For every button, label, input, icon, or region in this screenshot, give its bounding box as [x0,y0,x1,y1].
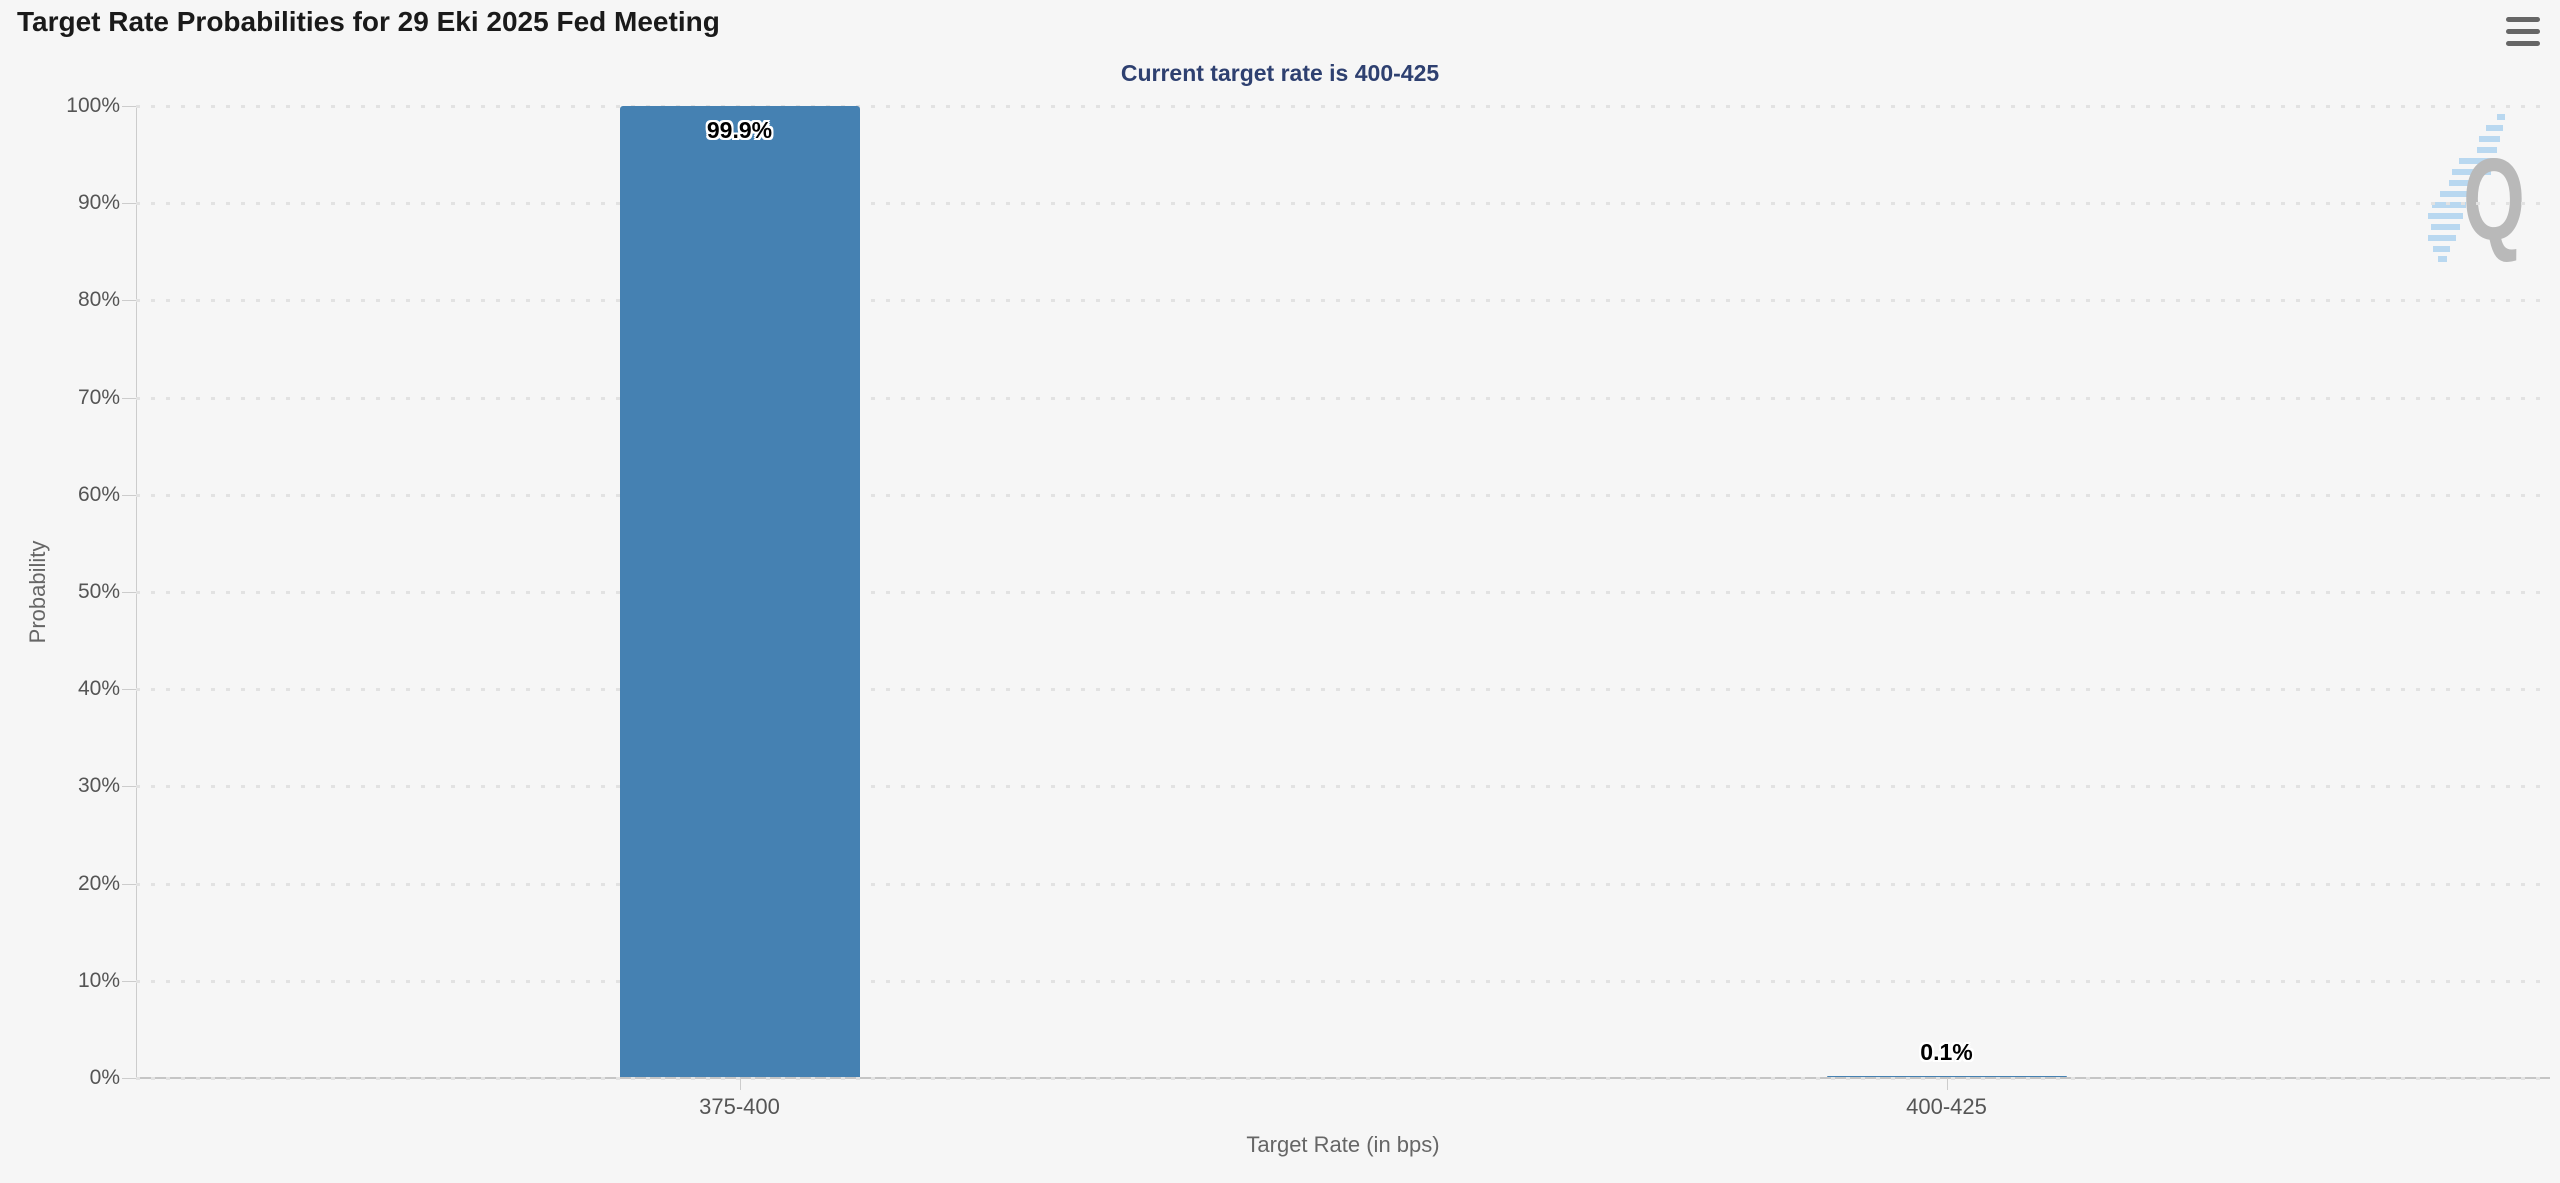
chart-title: Target Rate Probabilities for 29 Eki 202… [17,6,720,37]
bar-value-label-375-400: 99.9% [706,117,773,143]
gridline-40 [136,688,2550,692]
y-tick-label-50: 50% [77,580,120,603]
y-tick-label-30: 30% [77,774,120,798]
gridline-70 [136,396,2550,400]
bar-value-label-400-425: 0.1% [1920,1039,1973,1065]
chart-subtitle: Current target rate is 400-425 [1120,60,1440,86]
y-tick-30 [122,786,136,788]
x-axis-title: Target Rate (in bps) [1246,1132,1440,1157]
hamburger-menu-icon-bar [2506,41,2540,46]
x-tick-375-400 [739,1078,741,1090]
y-tick-label-0: 0% [89,1066,120,1089]
y-tick-100 [122,106,136,107]
y-tick-40 [122,689,136,691]
y-tick-label-100: 100% [66,94,120,117]
y-tick-80 [122,300,136,302]
gridline-100 [136,105,2550,108]
y-tick-label-90: 90% [77,191,120,215]
watermark-q-letter: Q [2463,134,2525,264]
y-tick-label-70: 70% [77,385,120,409]
y-tick-label-20: 20% [77,871,120,895]
hamburger-menu-icon-bar [2506,17,2540,22]
y-tick-label-40: 40% [77,677,120,701]
gridline-0 [136,1077,2550,1080]
gridline-60 [136,493,2550,497]
y-tick-10 [122,980,136,982]
x-tick-400-425 [1946,1078,1948,1090]
y-tick-50 [122,592,136,593]
y-tick-20 [122,883,136,885]
chart-context-menu-button[interactable] [2506,17,2542,46]
bar-400-425[interactable] [1826,1076,2067,1077]
x-category-label-400-425: 400-425 [1906,1094,1987,1119]
gridline-10 [136,979,2550,983]
y-tick-0 [122,1078,136,1079]
y-tick-label-80: 80% [77,288,120,312]
y-tick-label-60: 60% [77,482,120,506]
gridline-20 [136,882,2550,886]
y-tick-60 [122,494,136,496]
y-tick-label-10: 10% [77,968,120,992]
watermark-swoosh-icon [2428,114,2505,262]
bar-375-400[interactable] [619,106,860,1077]
gridline-30 [136,785,2550,789]
y-tick-70 [122,397,136,399]
y-tick-90 [122,203,136,205]
gridline-50 [136,591,2550,594]
hamburger-menu-icon-bar [2506,29,2540,34]
gridline-90 [136,202,2550,206]
x-category-label-375-400: 375-400 [699,1094,780,1119]
gridline-80 [136,299,2550,303]
